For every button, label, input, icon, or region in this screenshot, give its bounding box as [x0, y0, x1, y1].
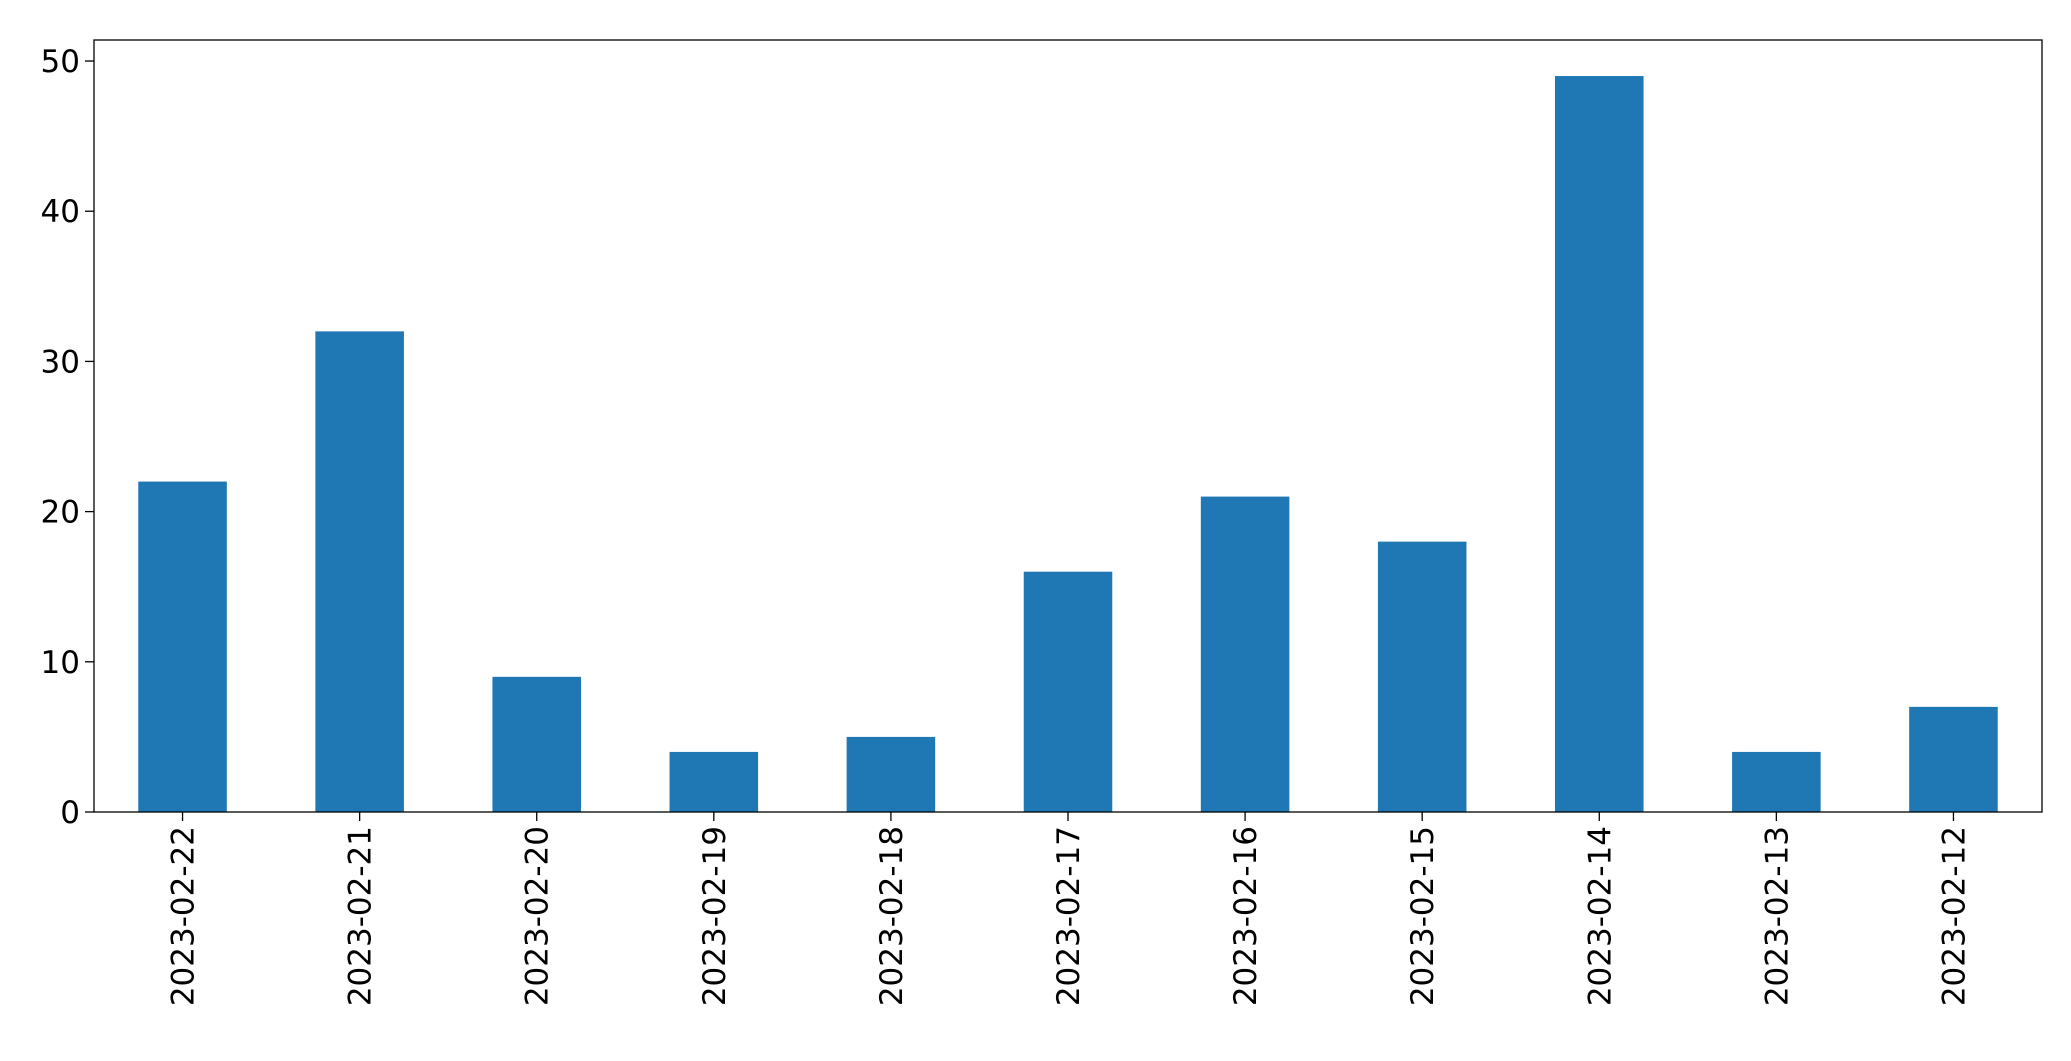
x-tick-label: 2023-02-16	[1228, 826, 1264, 1006]
x-tick-label: 2023-02-12	[1936, 826, 1972, 1006]
bar	[1555, 76, 1644, 812]
y-tick-label: 30	[41, 344, 80, 380]
y-tick-label: 40	[41, 194, 80, 230]
bar	[492, 676, 581, 812]
bar	[138, 481, 227, 812]
bar	[1023, 571, 1113, 812]
bar	[1732, 751, 1821, 812]
x-tick-label: 2023-02-20	[520, 826, 556, 1006]
bar	[315, 331, 404, 812]
x-tick-label: 2023-02-13	[1759, 826, 1795, 1006]
bar	[669, 751, 759, 812]
x-tick-label: 2023-02-14	[1582, 826, 1618, 1006]
x-tick-label: 2023-02-15	[1405, 826, 1441, 1006]
bar	[1377, 541, 1467, 812]
bar	[1909, 706, 1998, 812]
bar	[1200, 496, 1290, 812]
x-tick-label: 2023-02-22	[166, 826, 202, 1006]
y-tick-label: 0	[60, 795, 80, 831]
y-tick-label: 20	[41, 495, 80, 531]
x-tick-label: 2023-02-18	[874, 826, 910, 1006]
bar	[846, 736, 936, 812]
x-tick-label: 2023-02-17	[1051, 826, 1087, 1006]
plot-frame	[93, 39, 2043, 813]
y-tick-label: 10	[41, 645, 80, 681]
x-tick-label: 2023-02-21	[343, 826, 379, 1006]
x-tick-label: 2023-02-19	[697, 826, 733, 1006]
y-tick-label: 50	[41, 44, 80, 80]
